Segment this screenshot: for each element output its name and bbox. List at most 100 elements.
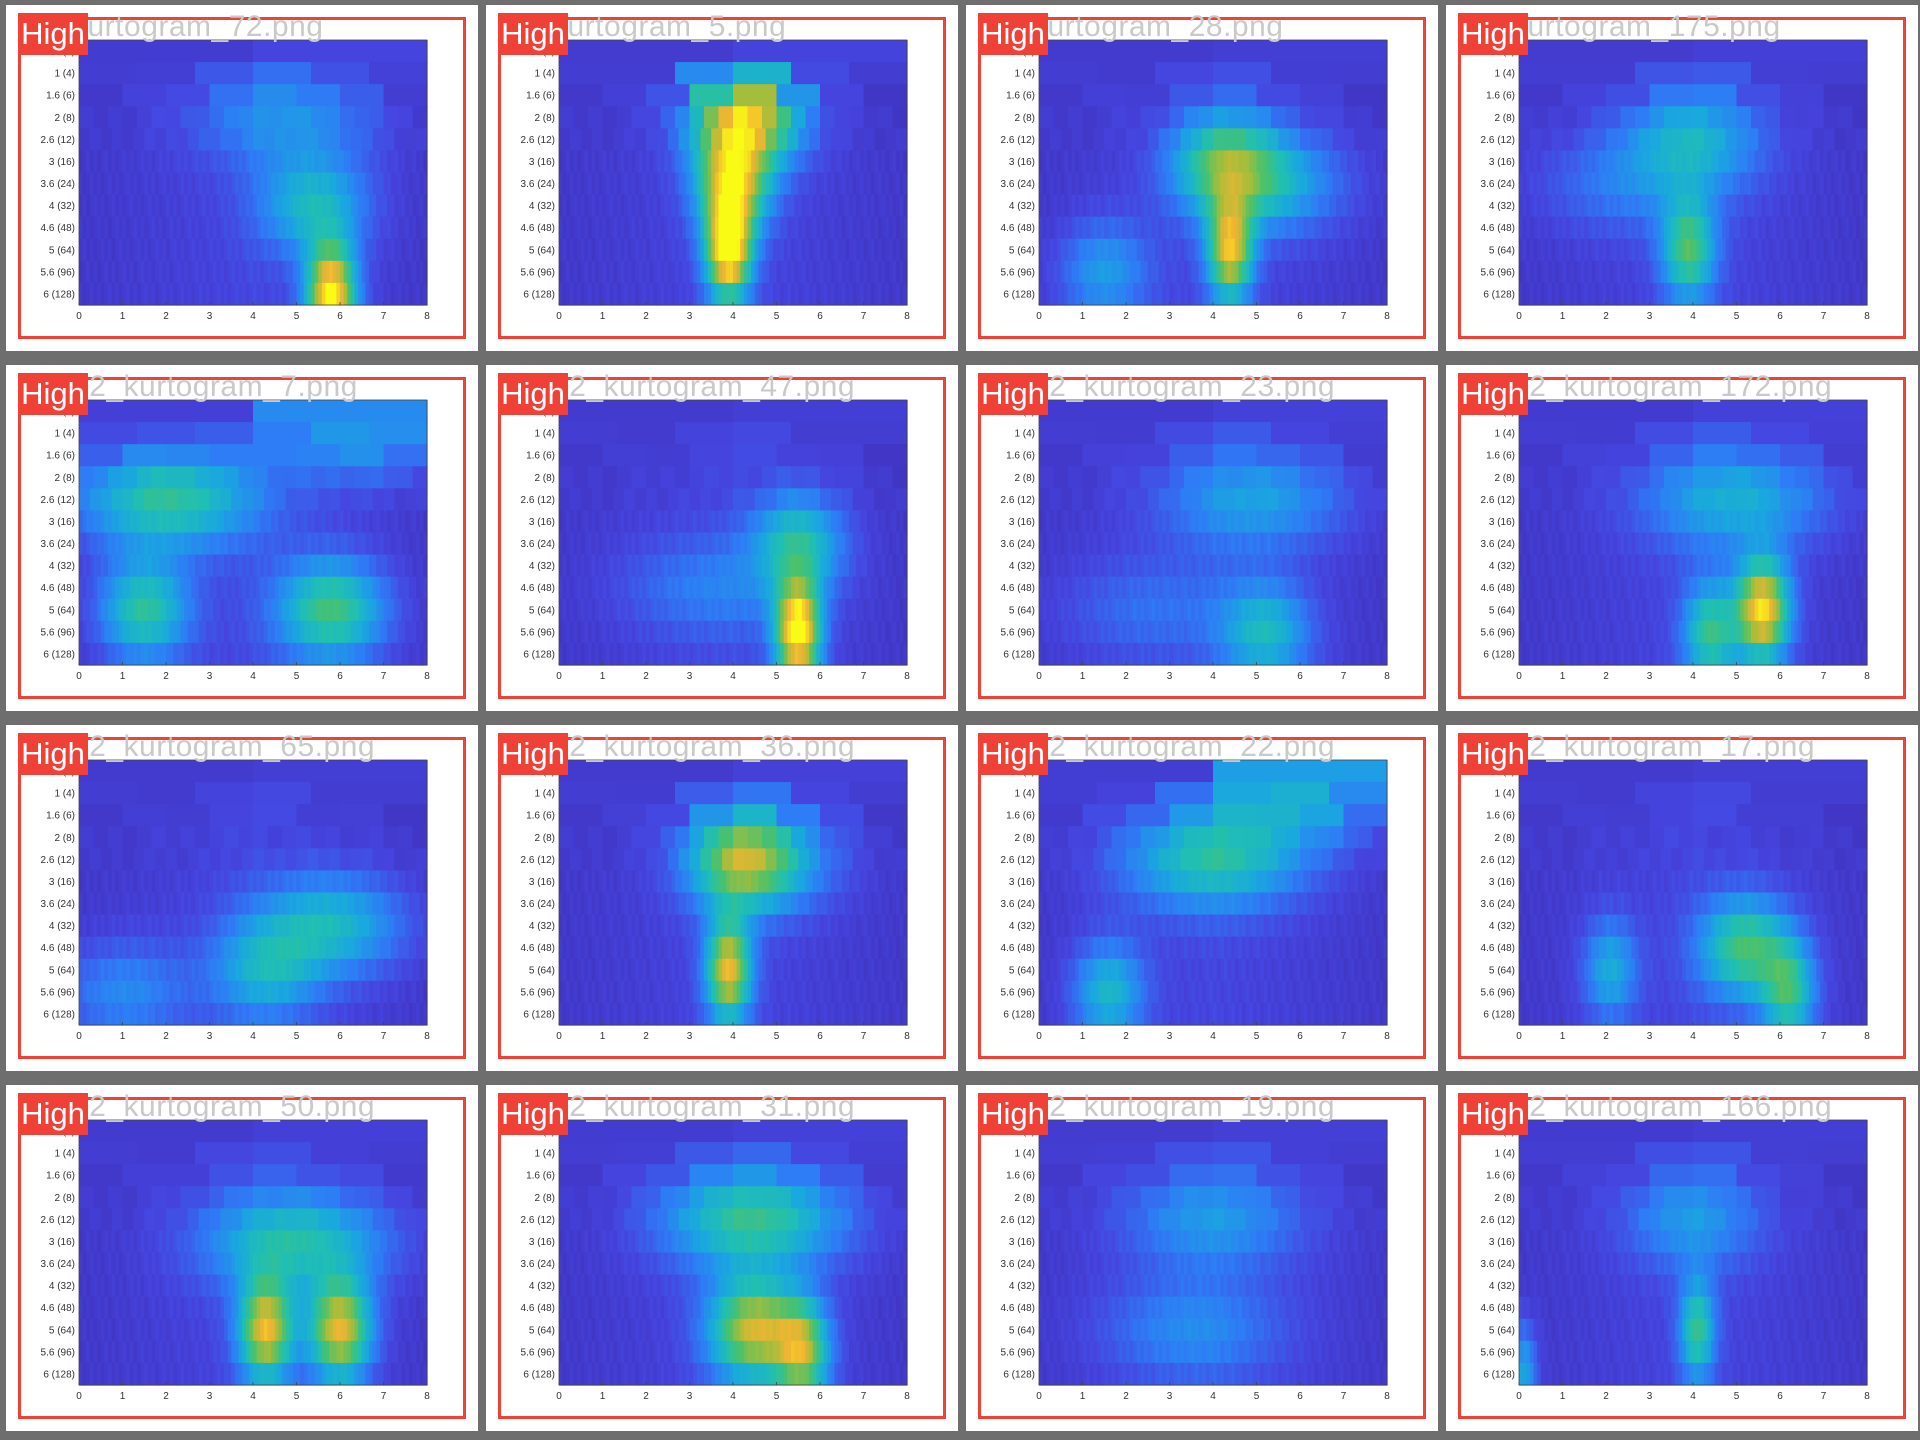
heatmap-cell	[383, 642, 388, 666]
heatmap-cell	[1339, 510, 1345, 534]
heatmap-cell	[1805, 238, 1810, 262]
heatmap-cell	[390, 216, 395, 240]
heatmap-cell	[1537, 260, 1542, 284]
heatmap-cell	[176, 216, 182, 240]
kurtogram-tile[interactable]: 0 (2)1 (4)1.6 (6)2 (8)2.6 (12)3 (16)3.6 …	[1446, 5, 1918, 351]
heatmap-cell	[325, 576, 330, 600]
heatmap-cell	[1620, 106, 1636, 129]
heatmap-cell	[1693, 260, 1698, 284]
kurtogram-tile[interactable]: 0 (2)1 (4)1.6 (6)2 (8)2.6 (12)3 (16)3.6 …	[6, 365, 478, 711]
heatmap-cell	[1379, 532, 1384, 556]
heatmap-cell	[1577, 282, 1582, 306]
heatmap-cell	[1577, 216, 1582, 240]
heatmap-cell	[285, 488, 298, 512]
heatmap-cell	[1075, 238, 1080, 262]
heatmap-cell	[340, 106, 356, 129]
heatmap-cell	[714, 238, 720, 262]
heatmap-cell	[1209, 510, 1214, 534]
heatmap-cell	[1209, 216, 1214, 240]
heatmap-cell	[1339, 260, 1345, 284]
heatmap-cell	[859, 554, 865, 578]
heatmap-cell	[216, 576, 221, 600]
heatmap-cell	[224, 260, 229, 284]
heatmap-cell	[845, 620, 850, 644]
heatmap-cell	[401, 194, 406, 218]
heatmap-cell	[1689, 238, 1694, 262]
heatmap-cell	[747, 466, 763, 489]
heatmap-cell	[642, 194, 647, 218]
heatmap-cell	[209, 106, 225, 129]
heatmap-cell	[580, 150, 585, 174]
heatmap-cell	[1176, 554, 1181, 578]
heatmap-cell	[245, 576, 250, 600]
heatmap-cell	[801, 238, 807, 262]
kurtogram-tile[interactable]: 0 (2)1 (4)1.6 (6)2 (8)2.6 (12)3 (16)3.6 …	[966, 365, 1438, 711]
heatmap-cell	[361, 216, 366, 240]
heatmap-cell	[1147, 128, 1160, 152]
heatmap-cell	[1310, 282, 1316, 306]
heatmap-cell	[89, 128, 102, 152]
heatmap-cell	[169, 576, 174, 600]
heatmap-cell	[1653, 282, 1658, 306]
x-tick-label: 6	[817, 311, 823, 322]
heatmap-cell	[794, 150, 799, 174]
heatmap-cell	[1064, 238, 1069, 262]
kurtogram-tile[interactable]: 0 (2)1 (4)1.6 (6)2 (8)2.6 (12)3 (16)3.6 …	[486, 5, 958, 351]
heatmap-cell	[874, 642, 879, 666]
heatmap-cell	[1809, 172, 1814, 196]
heatmap-cell	[1165, 282, 1171, 306]
heatmap-cell	[859, 598, 865, 622]
heatmap-cell	[635, 150, 640, 174]
heatmap-cell	[158, 238, 163, 262]
heatmap-cell	[1097, 172, 1102, 196]
kurtogram-tile[interactable]: 0 (2)1 (4)1.6 (6)2 (8)2.6 (12)3 (16)3.6 …	[966, 5, 1438, 351]
heatmap-cell	[1631, 282, 1636, 306]
heatmap-cell	[635, 598, 640, 622]
heatmap-cell	[1126, 106, 1142, 129]
heatmap-cell	[1332, 260, 1337, 284]
heatmap-cell	[1260, 238, 1265, 262]
heatmap-cell	[358, 510, 363, 534]
heatmap-cell	[613, 194, 618, 218]
heatmap-cell	[725, 260, 730, 284]
heatmap-cell	[242, 642, 247, 666]
heatmap-cell	[329, 150, 334, 174]
heatmap-cell	[1245, 532, 1250, 556]
x-tick-label: 2	[1123, 311, 1129, 322]
kurtogram-tile[interactable]: 0 (2)1 (4)1.6 (6)2 (8)2.6 (12)3 (16)3.6 …	[486, 365, 958, 711]
heatmap-cell	[245, 282, 250, 306]
heatmap-cell	[289, 150, 294, 174]
heatmap-cell	[653, 172, 658, 196]
heatmap-cell	[878, 576, 883, 600]
heatmap-cell	[1147, 216, 1152, 240]
heatmap-cell	[325, 238, 330, 262]
heatmap-cell	[1533, 216, 1538, 240]
heatmap-cell	[133, 216, 138, 240]
heatmap-cell	[140, 642, 145, 666]
heatmap-cell	[747, 532, 752, 556]
heatmap-cell	[336, 194, 341, 218]
heatmap-cell	[1682, 172, 1687, 196]
heatmap-cell	[1314, 172, 1319, 196]
heatmap-cell	[1086, 510, 1091, 534]
heatmap-cell	[700, 194, 705, 218]
heatmap-cell	[100, 194, 105, 218]
heatmap-cell	[562, 282, 567, 306]
heatmap-cell	[1682, 238, 1687, 262]
heatmap-cell	[649, 172, 654, 196]
heatmap-cell	[202, 172, 207, 196]
heatmap-cell	[405, 128, 417, 152]
heatmap-cell	[867, 260, 872, 284]
heatmap-cell	[700, 216, 705, 240]
heatmap-cell	[631, 106, 647, 129]
heatmap-cell	[372, 260, 377, 284]
y-tick-label: 1.6 (6)	[526, 91, 555, 102]
heatmap-cell	[1151, 554, 1156, 578]
heatmap-cell	[1249, 510, 1254, 534]
heatmap-cell	[852, 128, 865, 152]
heatmap-cell	[718, 260, 723, 284]
kurtogram-tile[interactable]: 0 (2)1 (4)1.6 (6)2 (8)2.6 (12)3 (16)3.6 …	[6, 5, 478, 351]
heatmap-cell	[899, 532, 904, 556]
heatmap-cell	[394, 172, 399, 196]
heatmap-cell	[343, 598, 348, 622]
